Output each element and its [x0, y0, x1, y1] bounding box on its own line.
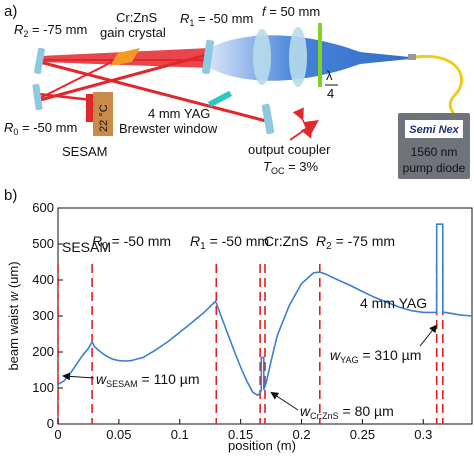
- lens-1: [253, 29, 271, 85]
- sesam-mirror: [86, 94, 93, 122]
- annot-w-sesam: wSESAM = 110 µm: [96, 371, 200, 389]
- label-r0: R0 = -50 mm: [4, 120, 77, 137]
- annot-sesam: SESAM: [62, 239, 111, 255]
- x-tick-label: 0.3: [414, 427, 432, 442]
- beam-waist-line: [57, 223, 473, 397]
- gain-crystal: [110, 48, 140, 66]
- panel-a-label: a): [4, 3, 17, 20]
- x-tick-label: 0.05: [106, 427, 131, 442]
- yag-window: [207, 90, 233, 108]
- arrow-w-crzns: [270, 391, 299, 411]
- mirror-r1: [201, 39, 215, 75]
- x-tick-label: 0.15: [228, 427, 253, 442]
- y-tick-label: 200: [32, 344, 54, 359]
- lens-2: [289, 27, 307, 87]
- output-arrow: [289, 119, 319, 141]
- polarization-arrow: [292, 107, 312, 139]
- y-tick-label: 400: [32, 272, 54, 287]
- y-axis-label: beam waist w (um): [6, 261, 21, 370]
- annot-r2: R2 = -75 mm: [316, 233, 395, 252]
- y-tick-label: 500: [32, 236, 54, 251]
- label-crystal-1: Cr:ZnS: [116, 10, 158, 25]
- y-tick-label: 0: [47, 416, 54, 431]
- label-r2: R2 = -75 mm: [14, 22, 87, 39]
- marker-lines: [57, 264, 444, 424]
- y-tick-label: 100: [32, 380, 54, 395]
- annot-w-crzns: wCr:ZnS = 80 µm: [300, 403, 394, 421]
- annot-r1: R1 = -50 mm: [190, 233, 269, 252]
- pump-line1: 1560 nm: [411, 145, 458, 159]
- label-yag-2: Brewster window: [119, 121, 218, 136]
- x-tick-label: 0.1: [171, 427, 189, 442]
- mirror-r0: [32, 83, 43, 111]
- mirror-r2: [34, 47, 45, 75]
- waveplate: [318, 23, 322, 87]
- panel-b: b) 0 0.05 0.1 0.15 0.2 0.25 0.3 0 100 200 300 400 5…: [4, 187, 473, 453]
- pump-line2: pump diode: [403, 161, 466, 175]
- y-tick-label: 300: [32, 308, 54, 323]
- pump-beam: [206, 35, 410, 81]
- annot-r0: R0 = -50 mm: [92, 233, 171, 252]
- y-axis: 0 100 200 300 400 500 600: [32, 200, 63, 431]
- label-lens: f = 50 mm: [262, 4, 320, 19]
- x-tick-label: 0: [54, 427, 61, 442]
- x-tick-label: 0.2: [292, 427, 310, 442]
- x-axis: 0 0.05 0.1 0.15 0.2 0.25 0.3: [54, 419, 432, 442]
- y-tick-label: 600: [32, 200, 54, 215]
- pump-logo-bg: [405, 120, 463, 138]
- output-coupler: [261, 103, 275, 135]
- x-tick-label: 0.25: [350, 427, 375, 442]
- panel-b-label: b): [4, 187, 17, 204]
- label-r1: R1 = -50 mm: [180, 11, 253, 28]
- label-oc-1: output coupler: [248, 142, 331, 157]
- annot-yag: 4 mm YAG: [360, 295, 427, 311]
- arrow-w-yag: [419, 324, 438, 347]
- annot-w-yag: wYAG = 310 µm: [330, 347, 421, 365]
- label-yag-1: 4 mm YAG: [148, 106, 210, 121]
- arrow-w-sesam: [62, 372, 95, 381]
- panel-a: a) 22 °C: [4, 3, 470, 179]
- pump-logo: Semi Nex: [409, 124, 459, 136]
- x-axis-label: position (m): [228, 438, 296, 453]
- sesam-temp: 22 °C: [98, 104, 110, 132]
- label-waveplate-den: 4: [327, 86, 334, 101]
- label-sesam: SESAM: [62, 144, 108, 159]
- label-oc-2: TOC = 3%: [263, 159, 318, 176]
- sesam-mount: [93, 92, 113, 136]
- annot-crzns: Cr:ZnS: [264, 233, 308, 249]
- label-crystal-2: gain crystal: [100, 25, 166, 40]
- label-waveplate-num: λ: [326, 68, 333, 83]
- fiber-connector: [408, 54, 416, 60]
